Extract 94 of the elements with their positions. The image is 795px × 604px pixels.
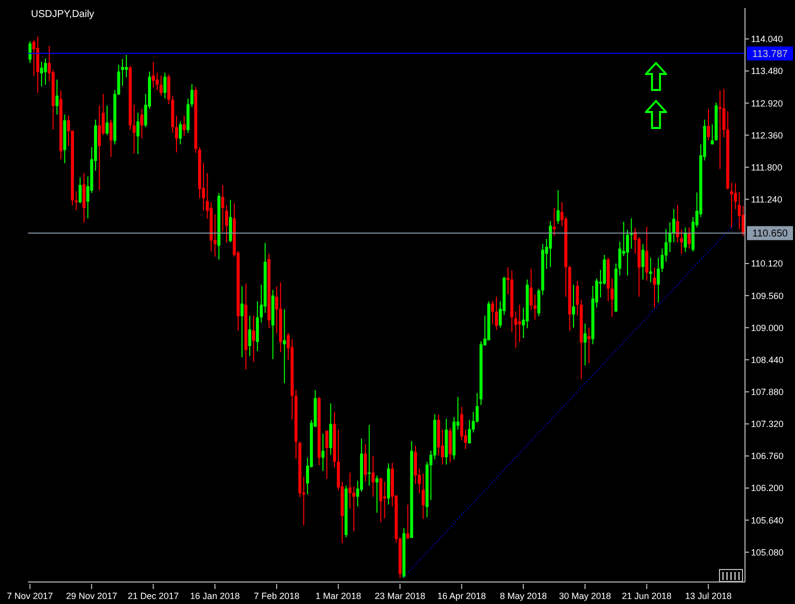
- candlestick: [672, 208, 676, 243]
- candlestick: [684, 226, 687, 253]
- candlestick: [78, 177, 82, 204]
- y-tick-label: 113.480: [751, 66, 783, 76]
- candlestick: [178, 120, 182, 145]
- candlestick: [379, 477, 382, 523]
- candlestick: [252, 315, 256, 363]
- y-tick-label: 107.880: [751, 387, 784, 398]
- candlestick: [140, 108, 144, 139]
- candlestick: [225, 204, 228, 244]
- candlestick: [40, 61, 44, 87]
- y-tick-label: 111.240: [751, 194, 782, 205]
- candlestick: [221, 184, 224, 232]
- candlestick: [706, 108, 710, 141]
- candlestick: [572, 284, 576, 328]
- y-tick-label: 112.920: [751, 98, 783, 108]
- candlestick: [676, 204, 680, 243]
- x-tick-label: 29 Nov 2017: [66, 591, 118, 601]
- y-tick-label: 105.080: [751, 547, 784, 558]
- y-tick-label: 108.440: [751, 354, 784, 365]
- candlestick: [494, 296, 498, 330]
- candlestick: [160, 75, 163, 96]
- candlestick: [82, 172, 86, 224]
- x-tick-label: 30 May 2018: [559, 591, 612, 601]
- y-tick-label: 114.040: [751, 34, 783, 44]
- candlestick: [28, 40, 32, 64]
- x-tick-label: 13 Jul 2018: [685, 591, 732, 601]
- y-tick-label: 105.640: [751, 515, 784, 526]
- candlestick: [124, 54, 128, 78]
- candlestick: [414, 445, 417, 485]
- candlestick: [468, 419, 471, 444]
- candlestick: [240, 286, 244, 358]
- x-tick-label: 8 May 2018: [500, 591, 547, 601]
- y-tick-label: 111.800: [751, 162, 782, 172]
- ref-line-label: 110.650: [752, 228, 788, 240]
- x-tick-label: 7 Feb 2018: [254, 591, 300, 601]
- x-tick-label: 21 Dec 2017: [128, 591, 179, 601]
- candlestick: [325, 430, 328, 480]
- candlestick: [106, 104, 109, 136]
- x-tick-label: 1 Mar 2018: [316, 591, 362, 601]
- candlestick: [584, 323, 587, 366]
- x-tick-label: 23 Mar 2018: [374, 591, 426, 601]
- candlestick: [248, 315, 252, 357]
- candlestick: [55, 79, 58, 116]
- x-tick-label: 16 Jan 2018: [190, 591, 240, 601]
- candlestick: [375, 474, 378, 514]
- candlestick: [610, 278, 614, 318]
- candlestick: [372, 455, 375, 498]
- candlestick: [406, 504, 410, 540]
- chart-title: USDJPY,Daily: [31, 9, 94, 20]
- candlestick: [460, 406, 464, 442]
- x-tick-label: 7 Nov 2017: [6, 591, 53, 601]
- candlestick: [163, 72, 166, 100]
- candlestick: [174, 115, 178, 153]
- y-tick-label: 109.560: [751, 290, 784, 301]
- candlestick: [587, 327, 590, 364]
- x-tick-label: 16 Apr 2018: [437, 591, 486, 601]
- candlestick: [641, 244, 644, 280]
- candlestick: [121, 58, 124, 86]
- candlestick: [491, 300, 494, 325]
- y-tick-label: 106.200: [751, 483, 784, 494]
- candlestick: [688, 226, 691, 250]
- candlestick: [383, 481, 386, 519]
- candlestick: [530, 268, 533, 310]
- y-tick-label: 109.000: [751, 322, 784, 333]
- candlestick: [136, 112, 140, 155]
- candlestick: [718, 90, 722, 170]
- candlestick: [364, 443, 367, 482]
- candlestick: [132, 104, 136, 154]
- y-tick-label: 110.120: [751, 258, 783, 269]
- candlestick: [182, 115, 186, 136]
- candlestick: [321, 433, 324, 472]
- candlestick: [448, 427, 452, 463]
- candlestick: [556, 190, 560, 224]
- candlestick: [152, 61, 155, 88]
- candlestick: [109, 119, 112, 158]
- x-tick-label: 21 Jun 2018: [622, 591, 672, 601]
- candlestick: [734, 182, 737, 210]
- y-tick-label: 112.360: [751, 130, 783, 140]
- candlestick: [680, 228, 683, 254]
- candlestick: [190, 84, 194, 108]
- ref-line-label: 113.787: [752, 48, 788, 60]
- candlestick: [348, 472, 352, 510]
- candlestick: [44, 58, 47, 86]
- candlestick: [649, 257, 652, 283]
- candlestick: [652, 267, 656, 308]
- candlestick: [626, 229, 629, 276]
- candlestick: [668, 222, 672, 253]
- y-tick-label: 107.320: [751, 419, 784, 430]
- candlestick: [352, 486, 356, 532]
- y-tick-label: 106.760: [751, 451, 784, 462]
- candlestick: [645, 226, 648, 282]
- candlestick: [282, 308, 286, 384]
- candlestick: [548, 220, 552, 268]
